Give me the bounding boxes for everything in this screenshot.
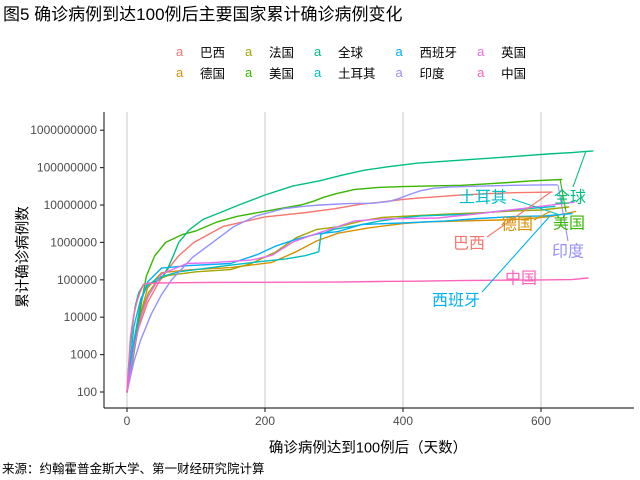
series-label-germany: 德国: [501, 216, 533, 234]
legend-item-global: a 全球: [314, 41, 376, 62]
x-axis-title: 确诊病例达到100例后（天数）: [268, 440, 468, 457]
legend-item-china: a 中国: [477, 62, 526, 83]
legend-item-us: a 美国: [245, 62, 294, 83]
leader-global: [572, 150, 587, 188]
legend-item-uk: a 英国: [477, 41, 526, 62]
legend-key-brazil: a: [176, 44, 184, 59]
leader-turkey: [511, 198, 561, 216]
legend-key-turkey: a: [314, 65, 322, 80]
legend-label-france: 法国: [269, 46, 295, 60]
legend-item-spain: a 西班牙: [396, 41, 458, 62]
y-tick-label-100000: 100000: [57, 273, 97, 287]
chart-title: 图5 确诊病例到达100例后主要国家累计确诊病例变化: [3, 5, 403, 24]
y-tick-label-10000000: 10000000: [44, 198, 98, 212]
leader-spain: [481, 215, 551, 293]
series-line-france: [126, 206, 570, 393]
series-line-turkey: [126, 205, 556, 393]
series-label-china: 中国: [505, 270, 537, 288]
legend-key-global: a: [314, 44, 322, 59]
legend-item-germany: a 德国: [176, 62, 225, 83]
legend-label-brazil: 巴西: [200, 46, 226, 60]
series-label-brazil: 巴西: [453, 236, 485, 253]
series-label-india: 印度: [552, 243, 584, 261]
legend-key-spain: a: [395, 44, 403, 59]
series-line-spain: [126, 212, 573, 393]
series-line-india: [126, 184, 558, 393]
legend-label-us: 美国: [269, 67, 295, 81]
legend-label-spain: 西班牙: [419, 46, 458, 60]
source-note: 来源：约翰霍普金斯大学、第一财经研究院计算: [2, 462, 265, 476]
y-tick-label-100000000: 100000000: [37, 161, 97, 175]
x-tick-label-400: 400: [393, 414, 413, 428]
legend-item-turkey: a 土耳其: [314, 62, 376, 83]
y-tick-label-100: 100: [77, 385, 97, 399]
legend-key-france: a: [245, 44, 253, 59]
leader-germany: [533, 210, 552, 221]
y-tick-label-1000000000: 1000000000: [30, 123, 97, 137]
x-tick-label-0: 0: [124, 414, 131, 428]
leader-brazil: [486, 191, 552, 238]
leader-us: [559, 178, 567, 213]
x-tick-label-600: 600: [531, 414, 551, 428]
legend-key-india: a: [395, 65, 403, 80]
legend-key-us: a: [245, 65, 253, 80]
series-line-uk: [126, 201, 575, 393]
leader-india: [557, 184, 569, 242]
legend-key-germany: a: [176, 65, 184, 80]
y-axis-title: 累计确诊病例数: [15, 206, 32, 308]
legend-item-india: a 印度: [396, 62, 458, 83]
y-tick-label-1000000: 1000000: [50, 235, 97, 249]
series-label-spain: 西班牙: [432, 292, 480, 310]
series-label-turkey: 土耳其: [459, 189, 507, 207]
y-tick-label-10000: 10000: [64, 310, 98, 324]
legend-label-global: 全球: [338, 46, 364, 60]
legend-label-india: 印度: [419, 67, 445, 81]
x-tick-label-200: 200: [255, 414, 275, 428]
series-label-us: 美国: [553, 215, 585, 233]
series-line-brazil: [126, 191, 553, 393]
legend-key-uk: a: [477, 44, 485, 59]
legend: a 巴西 a 德国 a 法国 a 美国 a 全球 a 土耳其 a 西班牙 a 印度 a 英国 a 中国: [176, 41, 526, 83]
legend-label-uk: 英国: [501, 46, 527, 60]
legend-item-france: a 法国: [245, 41, 294, 62]
legend-label-turkey: 土耳其: [338, 67, 376, 81]
series-line-germany: [126, 210, 577, 393]
series-line-us: [126, 178, 563, 393]
series-line-china: [126, 277, 589, 393]
legend-key-china: a: [477, 65, 485, 80]
legend-item-brazil: a 巴西: [176, 41, 225, 62]
series-label-global: 全球: [554, 189, 586, 207]
legend-label-china: 中国: [501, 67, 527, 81]
legend-label-germany: 德国: [200, 67, 226, 81]
y-tick-label-1000: 1000: [70, 348, 97, 362]
